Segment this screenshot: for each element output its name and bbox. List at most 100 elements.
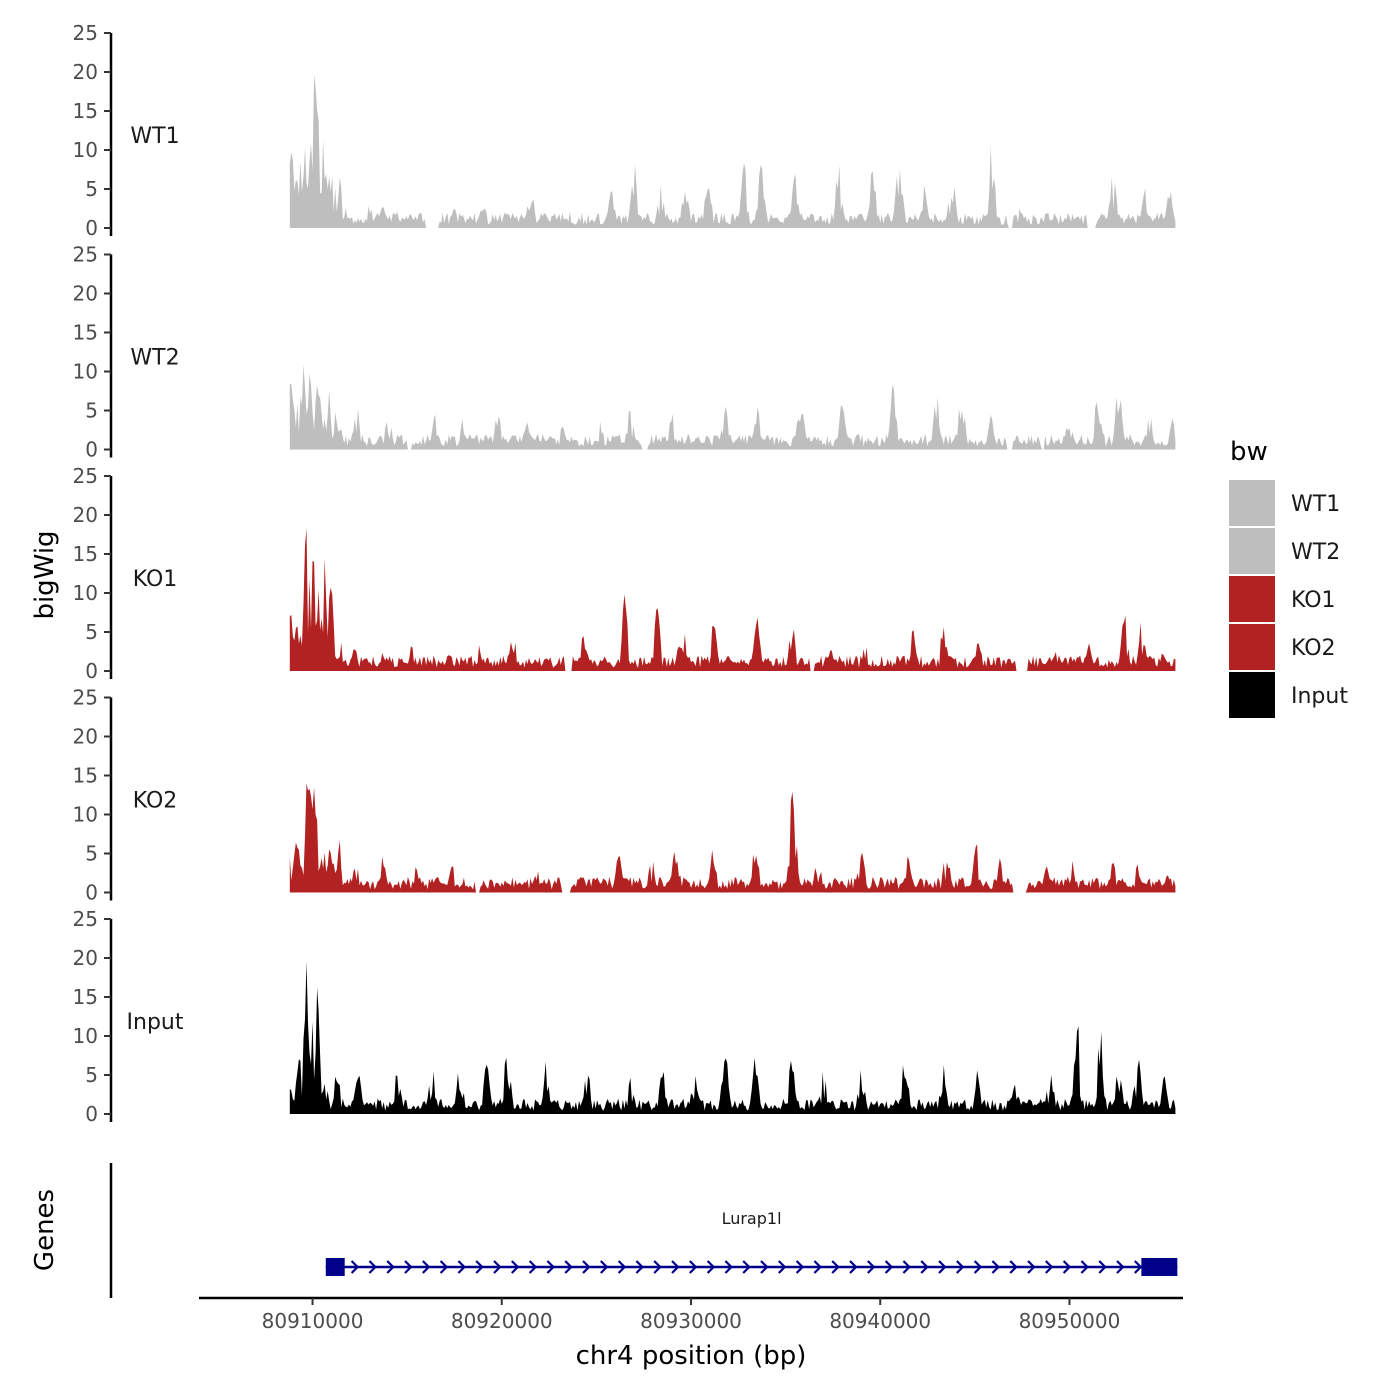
strand-arrow-icon — [973, 1260, 983, 1274]
strand-arrow-icon — [386, 1260, 395, 1274]
strand-arrow-icon — [1116, 1260, 1125, 1274]
y-tick-label: 0 — [85, 216, 98, 240]
y-tick-label: 20 — [73, 946, 98, 970]
legend-label: WT2 — [1291, 540, 1340, 565]
strand-arrow-icon — [368, 1260, 377, 1274]
strand-arrow-icon — [350, 1260, 360, 1274]
y-tick-label: 5 — [85, 842, 98, 866]
y-tick-label: 10 — [73, 581, 98, 605]
x-tick-label: 80910000 — [262, 1309, 364, 1333]
strand-arrow-icon — [671, 1260, 680, 1274]
gene-name-label: Lurap1l — [722, 1209, 782, 1228]
strand-arrow-icon — [1134, 1260, 1143, 1274]
y-tick-label: 10 — [73, 803, 98, 827]
strand-arrow-icon — [457, 1260, 466, 1274]
y-tick-label: 10 — [73, 138, 98, 162]
strand-arrow-icon — [475, 1260, 484, 1274]
strand-arrow-icon — [1062, 1260, 1072, 1274]
track-label: KO1 — [133, 567, 178, 592]
strand-arrow-icon — [795, 1260, 805, 1274]
y-tick-label: 20 — [73, 60, 98, 84]
track-label: WT2 — [130, 346, 179, 371]
strand-arrow-icon — [689, 1260, 698, 1274]
y-tick-label: 0 — [85, 438, 98, 462]
strand-arrow-icon — [635, 1260, 644, 1274]
legend-label: KO1 — [1291, 588, 1336, 613]
y-tick-label: 25 — [73, 686, 98, 710]
gene-exon — [1141, 1258, 1178, 1276]
y-tick-label: 15 — [73, 542, 98, 566]
strand-arrow-icon — [1098, 1260, 1107, 1274]
y-tick-label: 5 — [85, 177, 98, 201]
y-tick-label: 10 — [73, 1024, 98, 1048]
legend-key-wt1 — [1229, 480, 1275, 526]
y-tick-label: 25 — [73, 21, 98, 45]
x-tick-label: 80930000 — [640, 1309, 742, 1333]
legend-key-input — [1229, 672, 1275, 718]
track-panel-ko2: 0 5 10 15 20 25 KO2 — [73, 686, 1176, 905]
strand-arrow-icon — [706, 1260, 716, 1274]
strand-arrow-icon — [1080, 1260, 1089, 1274]
y-tick-label: 5 — [85, 399, 98, 423]
genes-track: Genes Lurap1l — [30, 1163, 1178, 1298]
strand-arrow-icon — [884, 1260, 894, 1274]
legend: bw WT1 WT2 KO1 KO2 Input — [1229, 437, 1348, 718]
y-tick-label: 0 — [85, 881, 98, 905]
coverage-area-input — [289, 961, 1176, 1114]
strand-arrow-icon — [938, 1260, 947, 1274]
coverage-area-wt1 — [289, 74, 1176, 229]
x-tick-label: 80920000 — [451, 1309, 553, 1333]
y-tick-label: 10 — [73, 360, 98, 384]
strand-arrow-icon — [653, 1260, 662, 1274]
y-tick-label: 5 — [85, 1063, 98, 1087]
y-tick-label: 20 — [73, 725, 98, 749]
strand-arrow-icon — [546, 1260, 555, 1274]
strand-arrow-icon — [760, 1260, 769, 1274]
legend-label: KO2 — [1291, 636, 1336, 661]
strand-arrow-icon — [617, 1260, 627, 1274]
strand-arrow-icon — [493, 1260, 502, 1274]
legend-key-wt2 — [1229, 528, 1275, 574]
legend-label: Input — [1291, 684, 1348, 709]
y-tick-label: 0 — [85, 1102, 98, 1126]
strand-arrow-icon — [867, 1260, 876, 1274]
y-tick-label: 25 — [73, 907, 98, 931]
strand-arrow-icon — [600, 1260, 609, 1274]
strand-arrow-icon — [849, 1260, 858, 1274]
y-tick-label: 15 — [73, 985, 98, 1009]
legend-title: bw — [1230, 437, 1268, 467]
strand-arrow-icon — [1027, 1260, 1036, 1274]
strand-arrow-icon — [920, 1260, 929, 1274]
gene-exon — [325, 1258, 345, 1276]
track-panel-wt1: 0 5 10 15 20 25 WT1 — [73, 21, 1176, 240]
y-tick-label: 15 — [73, 321, 98, 345]
y-tick-label: 5 — [85, 620, 98, 644]
strand-arrow-icon — [956, 1260, 965, 1274]
y-tick-label: 15 — [73, 99, 98, 123]
strand-arrow-icon — [422, 1260, 431, 1274]
strand-arrow-icon — [582, 1260, 591, 1274]
y-tick-label: 20 — [73, 282, 98, 306]
track-label: KO2 — [133, 789, 178, 814]
strand-arrow-icon — [742, 1260, 751, 1274]
bigwig-tracks: 0 5 10 15 20 25 WT1 0 5 10 15 20 25 WT2 0 5 10 15 20 25 KO1 0… — [73, 21, 1176, 1126]
coverage-area-wt2 — [289, 364, 1176, 450]
strand-arrow-icon — [1009, 1260, 1018, 1274]
y-tick-label: 20 — [73, 503, 98, 527]
strand-arrow-icon — [991, 1260, 1000, 1274]
legend-label: WT1 — [1291, 492, 1340, 517]
strand-arrow-icon — [439, 1260, 449, 1274]
legend-key-ko1 — [1229, 576, 1275, 622]
strand-arrow-icon — [404, 1260, 413, 1274]
x-axis-title: chr4 position (bp) — [576, 1341, 807, 1371]
strand-arrow-icon — [902, 1260, 911, 1274]
genes-axis-title: Genes — [30, 1189, 60, 1271]
strand-arrow-icon — [778, 1260, 787, 1274]
y-axis-title: bigWig — [30, 530, 60, 619]
coverage-area-ko1 — [289, 528, 1176, 671]
coverage-area-ko2 — [289, 783, 1176, 893]
track-label: WT1 — [130, 124, 179, 149]
x-tick-label: 80940000 — [829, 1309, 931, 1333]
y-tick-label: 15 — [73, 764, 98, 788]
